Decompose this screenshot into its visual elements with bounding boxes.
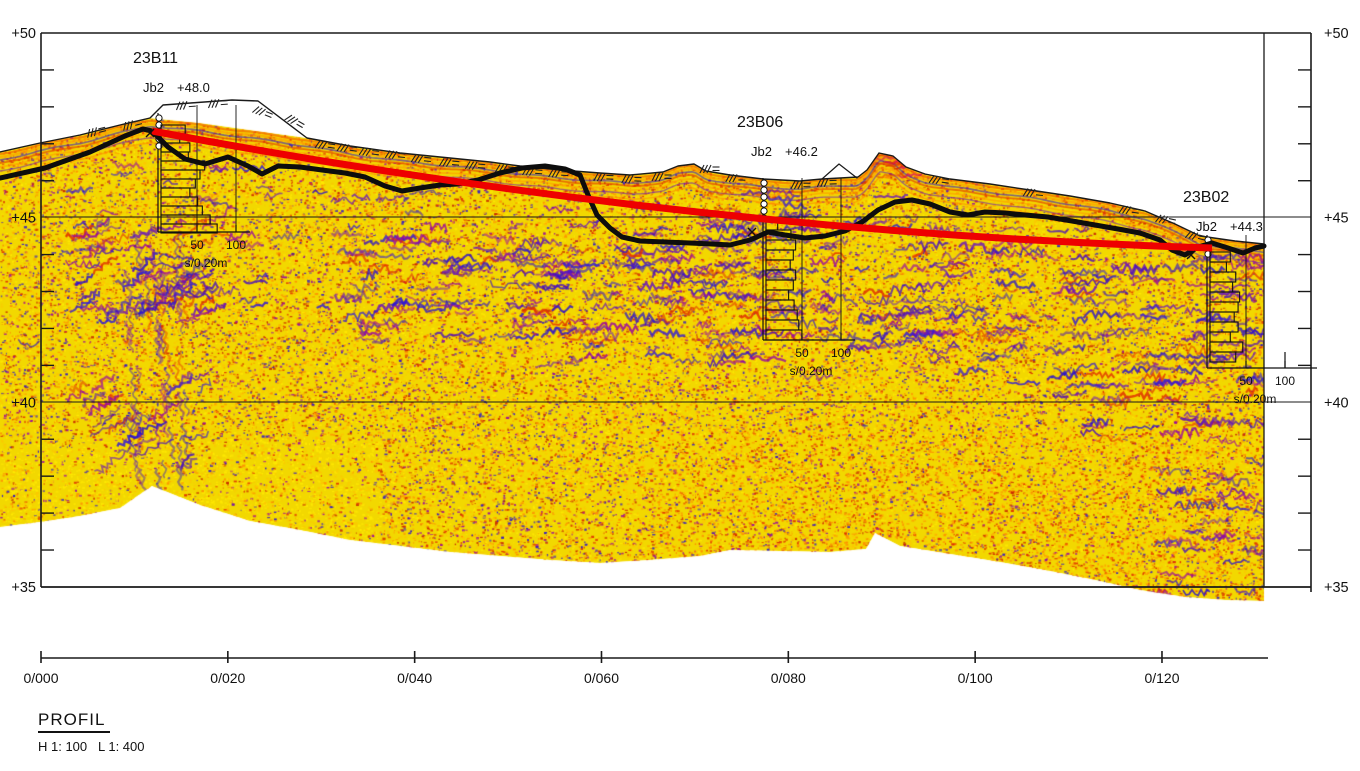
surface-hatch bbox=[285, 113, 306, 130]
borehole-method-label: Jb2 bbox=[1196, 219, 1217, 234]
resistance-bar bbox=[1210, 352, 1236, 362]
resistance-bar bbox=[161, 170, 200, 179]
borehole-method-label: Jb2 bbox=[143, 80, 164, 95]
resistance-bar bbox=[766, 290, 789, 300]
resistance-bar bbox=[161, 215, 210, 224]
resistance-bar bbox=[161, 206, 202, 215]
resistance-bar bbox=[766, 280, 793, 290]
borehole-method-label: Jb2 bbox=[751, 144, 772, 159]
borehole-id-label: 23B11 bbox=[133, 50, 178, 67]
elevation-label-right: +45 bbox=[1324, 211, 1349, 227]
casing-circle bbox=[761, 180, 767, 186]
geotechnical-profile-drawing: +50 +50 +45 +45 +40 +40 +35 +35 0/000 0/020 0/040 0… bbox=[0, 0, 1360, 771]
casing-circle bbox=[156, 115, 162, 121]
log-scale-label: 50 bbox=[190, 238, 204, 252]
design-line bbox=[152, 131, 1212, 248]
elevation-label-left: +40 bbox=[11, 395, 36, 411]
surface-hatch bbox=[465, 161, 485, 171]
surface-hatch bbox=[1119, 205, 1139, 216]
resistance-bar bbox=[766, 330, 802, 340]
sounding-log-23b06: 50 100 s/0.20m bbox=[761, 178, 855, 378]
borehole-id-label: 23B02 bbox=[1183, 189, 1229, 206]
resistance-bar bbox=[1210, 312, 1234, 322]
resistance-bar bbox=[766, 310, 797, 320]
chainage-label: 0/120 bbox=[1144, 670, 1179, 686]
log-scale-label: 50 bbox=[1239, 374, 1253, 388]
sounding-log-23b11: 50 100 s/0.20m bbox=[156, 105, 250, 270]
resistance-bar bbox=[161, 179, 195, 188]
chainage-label: 0/020 bbox=[210, 670, 245, 686]
casing-circle bbox=[761, 208, 767, 214]
elevation-label-left: +35 bbox=[11, 580, 36, 596]
casing-circle bbox=[761, 201, 767, 207]
profile-title: PROFIL bbox=[38, 710, 110, 733]
resistance-bar bbox=[161, 197, 198, 206]
resistance-bar bbox=[1210, 262, 1226, 272]
log-scale-label: 100 bbox=[1275, 374, 1295, 388]
scale-note: H 1: 100 L 1: 400 bbox=[38, 739, 144, 754]
surface-hatch bbox=[439, 158, 459, 168]
borehole-header-23b02: 23B02 Jb2 +44.3 bbox=[1183, 189, 1263, 234]
surface-hatch bbox=[652, 173, 672, 181]
chainage-label: 0/100 bbox=[958, 670, 993, 686]
elevation-label-right: +40 bbox=[1324, 395, 1349, 411]
resistance-bar bbox=[1210, 342, 1243, 352]
resistance-bar bbox=[1210, 302, 1238, 312]
log-scale-label: 100 bbox=[831, 346, 851, 360]
borehole-header-23b11: 23B11 Jb2 +48.0 bbox=[133, 50, 210, 95]
chainage-label: 0/060 bbox=[584, 670, 619, 686]
resistance-bar bbox=[1210, 252, 1230, 262]
resistance-bar bbox=[1210, 282, 1233, 292]
resistance-bar bbox=[766, 270, 796, 280]
borehole-level-label: +48.0 bbox=[177, 80, 210, 95]
casing-circle bbox=[761, 187, 767, 193]
resistance-bar bbox=[1210, 272, 1236, 282]
borehole-level-label: +44.3 bbox=[1230, 219, 1263, 234]
chainage-axis: 0/000 0/020 0/040 0/060 0/080 0/100 0/120 bbox=[23, 651, 1268, 686]
resistance-bar bbox=[766, 320, 799, 330]
resistance-bar bbox=[1210, 322, 1238, 332]
resistance-bar bbox=[1210, 292, 1240, 302]
sounding-log-23b02: 50 100 s/0.20m bbox=[1205, 235, 1317, 406]
frame-and-grid: +50 +50 +45 +45 +40 +40 +35 +35 bbox=[11, 26, 1348, 596]
resistance-bar bbox=[766, 240, 796, 250]
surface-hatch bbox=[622, 175, 642, 184]
chainage-label: 0/040 bbox=[397, 670, 432, 686]
elevation-label-left: +45 bbox=[11, 211, 36, 227]
resistance-bar bbox=[1210, 332, 1230, 342]
elevation-label-left: +50 bbox=[11, 26, 36, 42]
resistance-bar bbox=[766, 300, 794, 310]
surface-hatch bbox=[252, 105, 273, 120]
log-scale-unit: s/0.20m bbox=[1234, 392, 1277, 406]
resistance-bar bbox=[161, 188, 190, 197]
log-scale-unit: s/0.20m bbox=[790, 364, 833, 378]
borehole-header-23b06: 23B06 Jb2 +46.2 bbox=[737, 114, 818, 159]
resistance-bar bbox=[766, 250, 793, 260]
elevation-label-right: +50 bbox=[1324, 26, 1349, 42]
borehole-id-label: 23B06 bbox=[737, 114, 783, 131]
surface-hatch bbox=[176, 101, 196, 110]
elevation-label-right: +35 bbox=[1324, 580, 1349, 596]
profile-overlay: +50 +50+45 +45+40 +40+35 +350/000 0/020 0/040 0… bbox=[0, 0, 1360, 771]
log-scale-label: 50 bbox=[795, 346, 809, 360]
log-scale-unit: s/0.20m bbox=[185, 256, 228, 270]
casing-circle bbox=[761, 194, 767, 200]
chainage-label: 0/080 bbox=[771, 670, 806, 686]
borehole-level-label: +46.2 bbox=[785, 144, 818, 159]
surface-hatch bbox=[791, 181, 811, 189]
log-scale-label: 100 bbox=[226, 238, 246, 252]
resistance-bar bbox=[766, 260, 790, 270]
chainage-label: 0/000 bbox=[23, 670, 58, 686]
